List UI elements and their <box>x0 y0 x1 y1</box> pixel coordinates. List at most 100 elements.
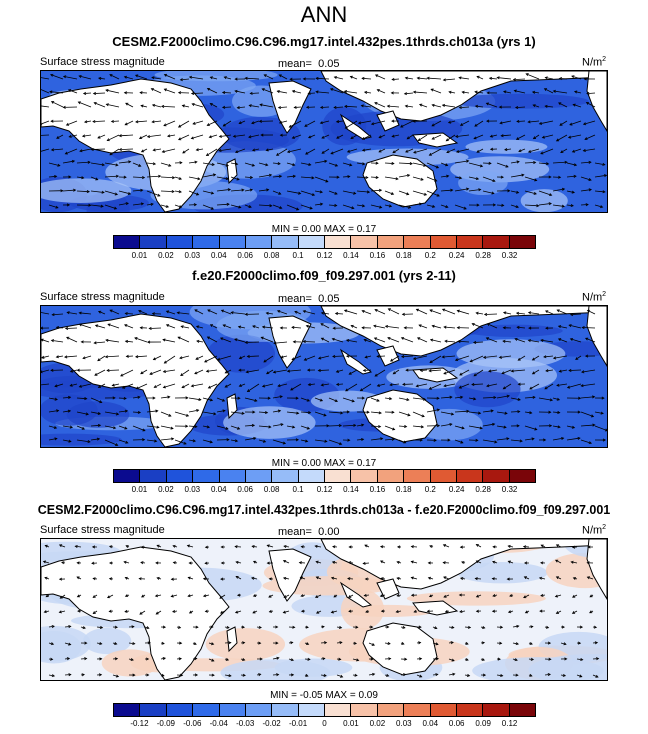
stress-vector-head <box>429 309 433 313</box>
stress-vector-head <box>221 91 226 95</box>
stress-vector <box>94 341 106 344</box>
colorbar-swatch <box>114 470 141 482</box>
stress-vector <box>106 103 120 108</box>
stress-vector <box>48 162 60 167</box>
stress-vector <box>94 369 106 376</box>
stress-vector-head <box>97 411 102 415</box>
stress-vector <box>510 161 520 164</box>
stress-vector-head <box>275 152 280 156</box>
stress-vector-head <box>97 135 101 139</box>
stress-vector <box>476 148 484 153</box>
stress-vector-head <box>192 121 196 125</box>
stress-vector <box>468 189 481 192</box>
stress-vector-head <box>221 105 226 109</box>
panel-2-colorbar <box>113 469 536 483</box>
stress-vector-head <box>465 657 469 661</box>
stress-vector-head <box>376 383 381 387</box>
stress-vector-head <box>115 412 120 416</box>
stress-vector-head <box>50 73 54 77</box>
stress-vector-head <box>507 610 512 614</box>
stress-vector <box>76 190 90 193</box>
stress-vector-head <box>445 163 449 167</box>
stress-vector-head <box>78 74 82 78</box>
stress-vector <box>545 105 554 108</box>
stress-vector <box>160 411 172 417</box>
stress-vector-head <box>492 545 496 549</box>
stress-vector <box>216 176 229 180</box>
stress-vector <box>107 594 114 598</box>
stress-vector-head <box>477 411 482 415</box>
stress-vector <box>202 411 216 415</box>
stress-vector-head <box>544 386 548 390</box>
stress-vector-head <box>507 189 511 193</box>
stress-vector-head <box>58 544 63 548</box>
colorbar-swatch <box>325 470 352 482</box>
stress-vector <box>43 560 50 564</box>
stress-vector-head <box>279 133 283 137</box>
stress-vector-head <box>321 150 325 154</box>
stress-vector <box>552 204 565 207</box>
stress-vector <box>146 175 161 178</box>
stress-vector <box>474 120 484 127</box>
stress-vector-head <box>41 326 44 330</box>
stress-vector-head <box>589 610 593 614</box>
stress-vector <box>107 369 120 371</box>
stress-vector <box>538 203 552 206</box>
stress-vector-head <box>577 410 581 414</box>
stress-vector-head <box>467 625 472 629</box>
colorbar-tick-label: 0.28 <box>475 251 491 260</box>
stress-vector <box>503 312 512 315</box>
stress-vector-head <box>264 410 269 415</box>
stress-vector <box>458 340 470 343</box>
stress-vector <box>75 545 82 548</box>
stress-vector-head <box>604 428 607 432</box>
stress-vector <box>230 425 240 430</box>
stress-vector <box>188 409 199 413</box>
stress-vector-head <box>146 673 150 677</box>
stress-vector <box>263 355 274 363</box>
stress-vector-head <box>234 545 238 549</box>
stress-vector-head <box>485 102 490 106</box>
stress-vector <box>445 340 456 343</box>
stress-vector-head <box>502 326 506 330</box>
stress-vector <box>496 162 509 168</box>
stress-vector-head <box>472 340 477 344</box>
stress-vector-head <box>400 336 405 340</box>
land-mass <box>376 110 400 132</box>
stress-vector <box>390 383 400 386</box>
stress-vector <box>330 88 344 94</box>
stress-vector-head <box>332 326 336 330</box>
stress-vector-head <box>573 90 578 94</box>
stress-vector-head <box>237 426 241 430</box>
stress-vector-head <box>340 674 344 678</box>
stress-vector <box>262 88 274 94</box>
stress-vector-head <box>544 310 549 314</box>
colorbar-tick-label: 0.03 <box>184 251 201 260</box>
stress-vector <box>65 148 78 155</box>
stress-vector-head <box>442 78 446 82</box>
stress-vector-head <box>445 138 449 142</box>
stress-vector-head <box>114 625 118 629</box>
stress-vector-head <box>427 576 432 580</box>
stress-vector-head <box>194 424 198 429</box>
stress-vector <box>328 411 343 414</box>
stress-vector-head <box>266 544 270 548</box>
stress-vector <box>244 176 253 179</box>
stress-vector <box>336 674 343 678</box>
stress-vector <box>464 626 471 628</box>
stress-vector-head <box>50 642 55 646</box>
stress-vector <box>405 105 414 108</box>
stress-vector-head <box>77 609 81 613</box>
stress-vector-head <box>419 103 423 107</box>
stress-vector-head <box>573 163 578 167</box>
stress-vector <box>286 425 295 428</box>
stress-vector-head <box>99 625 104 629</box>
stress-vector <box>140 105 148 108</box>
stress-vector-head <box>594 641 599 645</box>
stress-vector <box>468 162 483 167</box>
stress-vector-head <box>559 122 563 126</box>
stress-vector-head <box>259 657 263 661</box>
stress-vector <box>545 77 554 80</box>
stress-vector <box>486 383 498 387</box>
stress-vector-head <box>456 326 460 330</box>
